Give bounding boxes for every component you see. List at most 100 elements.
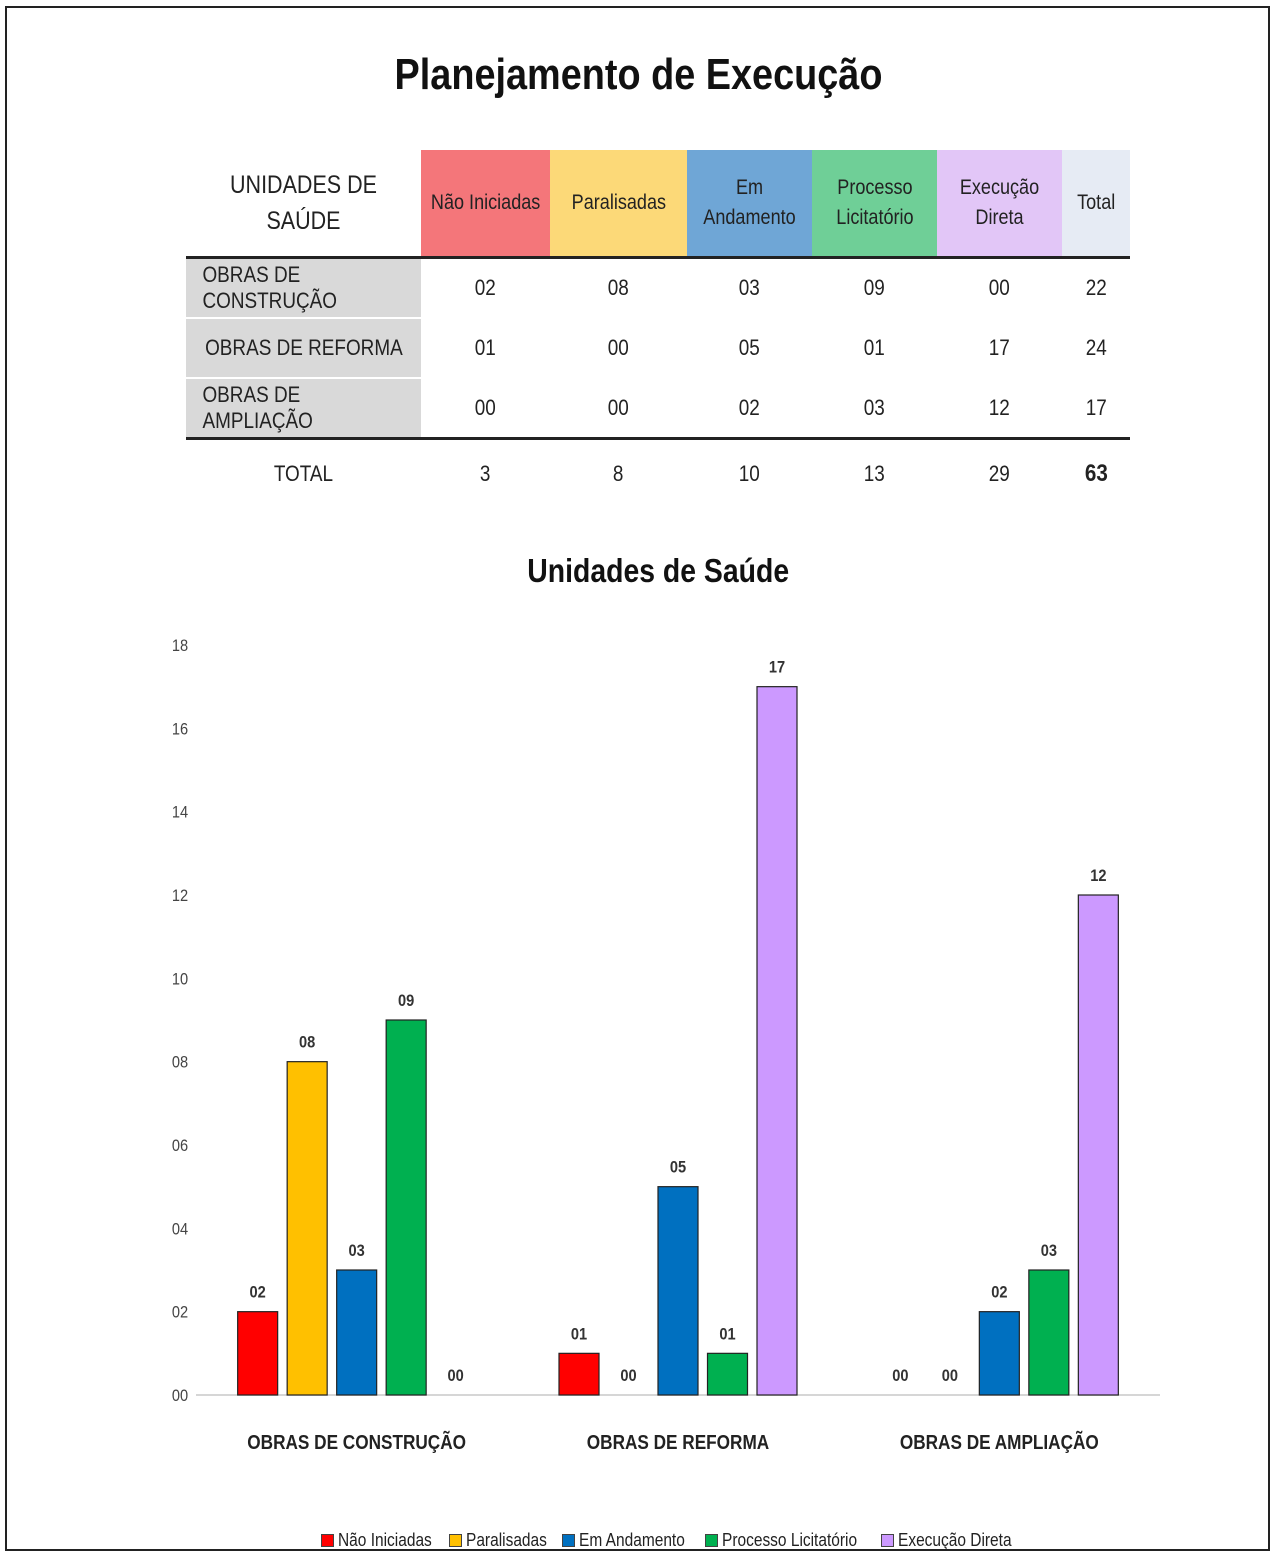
- y-tick-label: 00: [172, 1387, 188, 1405]
- table-row: OBRAS DE REFORMA 01 00 05 01 17 24: [186, 319, 1130, 379]
- data-label: 12: [1090, 867, 1106, 885]
- bar: [706, 1352, 749, 1396]
- y-tick-label: 14: [172, 804, 188, 822]
- data-label: 03: [1041, 1242, 1057, 1260]
- legend-swatch: [321, 1534, 335, 1547]
- y-tick-label: 08: [172, 1054, 188, 1072]
- bar: [385, 1019, 427, 1396]
- data-label: 03: [349, 1242, 365, 1260]
- table-cell: 09: [863, 275, 886, 300]
- table-cell: 22: [1085, 275, 1107, 300]
- corner-header: UNIDADES DE SAÚDE: [230, 170, 377, 235]
- total-cell: 10: [738, 461, 761, 486]
- data-label: 00: [448, 1367, 464, 1385]
- bar: [1028, 1269, 1070, 1396]
- bar: [336, 1269, 378, 1396]
- total-cell: 3: [480, 461, 491, 486]
- total-cell: 29: [988, 461, 1011, 486]
- y-tick-label: 18: [172, 637, 188, 655]
- page-frame: [5, 6, 1270, 1551]
- legend-item: Processo Licitatório: [704, 1530, 865, 1551]
- table-cell: 03: [738, 275, 761, 300]
- column-header-processo-licitatorio: Processo Licitatório: [812, 150, 937, 256]
- grand-total-cell: 63: [1084, 460, 1108, 487]
- y-tick-label: 10: [172, 970, 188, 988]
- column-header-nao-iniciadas: Não Iniciadas: [421, 150, 550, 256]
- table-cell: 00: [474, 395, 497, 420]
- table-cell: 17: [988, 335, 1011, 360]
- column-header-total: Total: [1062, 150, 1130, 256]
- bar: [286, 1061, 328, 1396]
- chart-legend: Não Iniciadas Paralisadas Em Andamento Proc…: [0, 1530, 1277, 1551]
- total-label: TOTAL: [273, 461, 334, 486]
- table-row: OBRAS DE CONSTRUÇÃO 02 08 03 09 00 22: [186, 259, 1130, 319]
- legend-item: Não Iniciadas: [321, 1530, 433, 1551]
- row-label: OBRAS DE CONSTRUÇÃO: [186, 259, 421, 317]
- y-tick-label: 04: [172, 1220, 188, 1238]
- data-label: 00: [892, 1367, 908, 1385]
- legend-item: Execução Direta: [880, 1530, 1016, 1551]
- summary-table: UNIDADES DE SAÚDE Não Iniciadas Paralisa…: [186, 150, 1130, 508]
- page-title: Planejamento de Execução: [394, 50, 883, 99]
- bar: [978, 1311, 1020, 1396]
- table-cell: 12: [988, 395, 1011, 420]
- total-cell: 13: [863, 461, 886, 486]
- data-label: 05: [670, 1159, 686, 1177]
- data-label: 01: [571, 1325, 587, 1343]
- table-total-row: TOTAL 3 8 10 13 29 63: [186, 440, 1130, 508]
- legend-label: Não Iniciadas: [338, 1530, 433, 1550]
- y-tick-label: 06: [172, 1137, 188, 1155]
- table-cell: 03: [863, 395, 886, 420]
- legend-swatch: [880, 1534, 894, 1547]
- legend-swatch: [704, 1534, 718, 1547]
- table-cell: 02: [474, 275, 497, 300]
- table-cell: 24: [1085, 335, 1107, 360]
- data-label: 08: [299, 1034, 315, 1052]
- legend-label: Paralisadas: [466, 1530, 548, 1550]
- x-category-label: OBRAS DE REFORMA: [587, 1431, 769, 1454]
- table-header-row: UNIDADES DE SAÚDE Não Iniciadas Paralisa…: [186, 150, 1130, 256]
- table-cell: 08: [607, 275, 630, 300]
- bar: [237, 1311, 279, 1396]
- y-tick-label: 16: [172, 720, 188, 738]
- table-cell: 17: [1085, 395, 1107, 420]
- data-label: 00: [942, 1367, 958, 1385]
- table-cell: 01: [863, 335, 886, 360]
- bar: [756, 686, 798, 1396]
- table-cell: 00: [607, 395, 630, 420]
- x-category-label: OBRAS DE CONSTRUÇÃO: [247, 1431, 466, 1454]
- data-label: 17: [769, 659, 785, 677]
- table-body: OBRAS DE CONSTRUÇÃO 02 08 03 09 00 22 OB…: [186, 256, 1130, 440]
- data-label: 02: [991, 1284, 1007, 1302]
- legend-swatch: [562, 1534, 576, 1547]
- y-tick-label: 02: [172, 1304, 188, 1322]
- legend-label: Em Andamento: [579, 1530, 686, 1550]
- table-row: OBRAS DE AMPLIAÇÃO 00 00 02 03 12 17: [186, 379, 1130, 437]
- legend-item: Em Andamento: [562, 1530, 688, 1551]
- table-cell: 01: [474, 335, 497, 360]
- legend-item: Paralisadas: [449, 1530, 548, 1551]
- x-category-label: OBRAS DE AMPLIAÇÃO: [900, 1431, 1099, 1454]
- bar: [657, 1186, 699, 1396]
- row-label: OBRAS DE REFORMA: [186, 319, 421, 377]
- data-label: 00: [620, 1367, 636, 1385]
- row-label: OBRAS DE AMPLIAÇÃO: [186, 379, 421, 437]
- column-header-paralisadas: Paralisadas: [550, 150, 687, 256]
- legend-label: Execução Direta: [897, 1530, 1012, 1550]
- data-label: 09: [398, 992, 414, 1010]
- legend-swatch: [449, 1534, 463, 1547]
- column-header-em-andamento: Em Andamento: [687, 150, 812, 256]
- table-cell: 02: [738, 395, 761, 420]
- bar: [1077, 894, 1119, 1396]
- column-header-execucao-direta: Execução Direta: [937, 150, 1062, 256]
- data-label: 01: [719, 1325, 735, 1343]
- y-tick-label: 12: [172, 887, 188, 905]
- table-cell: 00: [607, 335, 630, 360]
- total-cell: 8: [613, 461, 624, 486]
- table-cell: 00: [988, 275, 1011, 300]
- chart-title: Unidades de Saúde: [527, 552, 790, 589]
- data-label: 02: [250, 1284, 266, 1302]
- table-cell: 05: [738, 335, 761, 360]
- bar: [558, 1352, 600, 1396]
